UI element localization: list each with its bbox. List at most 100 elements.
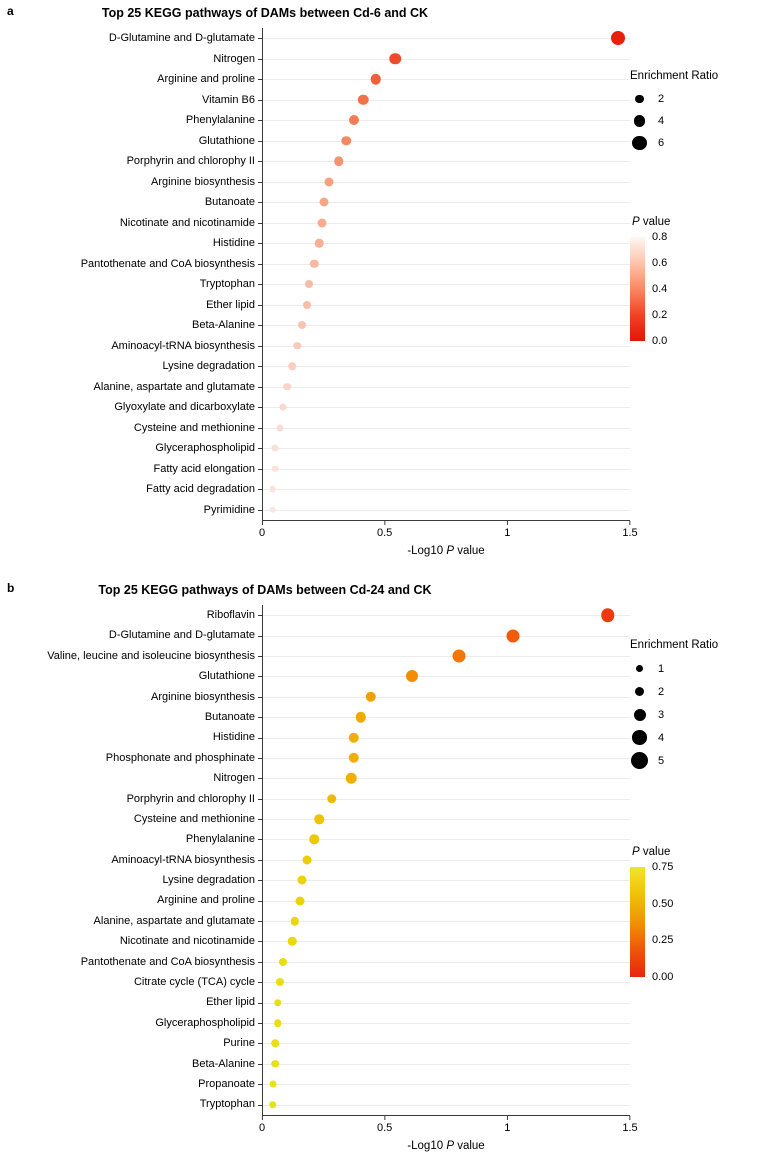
data-point: [271, 444, 279, 452]
size-dot-box: [630, 730, 649, 745]
plot-row: [257, 850, 630, 870]
size-legend-item: 6: [630, 132, 757, 154]
x-tick-mark: [629, 1115, 631, 1120]
size-legend-title: Enrichment Ratio: [630, 70, 719, 82]
plot-row: [257, 870, 630, 890]
data-point: [302, 855, 312, 865]
x-tick-mark: [261, 521, 263, 525]
size-legend-item: 4: [630, 726, 757, 749]
size-legend-item: 4: [630, 110, 757, 132]
panel-label-a: a: [7, 4, 14, 18]
size-legend-dot: [634, 686, 645, 697]
size-legend-label: 1: [658, 662, 665, 675]
color-legend: P value 0.75 0.50 0.25 0.00: [630, 846, 757, 983]
size-dot-box: [630, 752, 649, 769]
size-legend: Enrichment Ratio 2 4 6: [630, 70, 757, 154]
data-point: [348, 732, 359, 743]
x-tick-label: 1: [504, 1121, 511, 1134]
color-legend-tick: 0.6: [652, 257, 668, 269]
plot-row: [257, 377, 630, 398]
size-legend-item: 5: [630, 749, 757, 772]
data-point: [305, 280, 314, 289]
plot-row: [257, 274, 630, 295]
x-axis: 0 0.5 1 1.5: [259, 521, 638, 543]
plot-row: [257, 192, 630, 213]
plot-row: [257, 727, 630, 747]
y-axis-label: Beta-Alanine: [192, 1057, 255, 1070]
plot-row: [257, 500, 630, 521]
data-point: [271, 465, 279, 472]
size-legend-label: 2: [658, 93, 665, 105]
data-point: [317, 218, 327, 228]
plot-row: [257, 666, 630, 686]
plot-row: [257, 336, 630, 357]
plot-row: [257, 110, 630, 131]
plot-row: [257, 687, 630, 707]
y-axis-label: Citrate cycle (TCA) cycle: [133, 976, 255, 989]
color-legend-title: P value: [632, 216, 671, 228]
y-axis-label: Aminoacyl-tRNA biosynthesis: [111, 339, 255, 352]
y-axis-label: Arginine biosynthesis: [151, 690, 255, 703]
size-legend-item: 3: [630, 703, 757, 726]
plot-row: [257, 829, 630, 849]
y-axis-label: Fatty acid degradation: [146, 483, 255, 495]
data-point: [348, 752, 359, 764]
y-axis-label: Glyceraphospholipid: [155, 1016, 255, 1029]
plot-row: [257, 1074, 630, 1094]
y-axis-label: Riboflavin: [206, 609, 255, 621]
y-axis-label: Aminoacyl-tRNA biosynthesis: [111, 853, 255, 866]
color-legend-tick: 0.0: [652, 335, 668, 347]
color-legend-tick: 0.4: [652, 283, 668, 295]
data-point: [295, 896, 305, 906]
plot-row: [257, 890, 630, 910]
y-axis-label: Pantothenate and CoA biosynthesis: [80, 955, 255, 968]
size-legend: Enrichment Ratio 1 2 3 4 5: [630, 639, 757, 772]
data-point: [290, 916, 300, 926]
data-point: [310, 259, 319, 268]
plot-row: [257, 931, 630, 951]
y-axis-label: Alanine, aspartate and glutamate: [93, 380, 255, 393]
size-dot-box: [630, 686, 649, 697]
color-legend-ticks: 0.8 0.6 0.4 0.2 0.0: [652, 231, 686, 347]
x-tick-label: 0: [258, 1121, 266, 1134]
plot-row: [257, 49, 630, 70]
data-point: [314, 814, 325, 824]
size-legend-title: Enrichment Ratio: [630, 639, 719, 651]
x-tick-mark: [506, 521, 508, 525]
plot-row: [257, 972, 630, 992]
color-legend-tick: 0.8: [652, 231, 668, 243]
data-point: [309, 834, 320, 845]
data-point: [355, 711, 367, 723]
panel-a: a Top 25 KEGG pathways of DAMs between C…: [0, 0, 757, 577]
data-point: [334, 156, 344, 166]
data-point: [370, 74, 381, 85]
plot-row: [257, 172, 630, 193]
data-point: [324, 177, 334, 187]
size-legend-dot: [635, 94, 644, 104]
size-legend-dot: [633, 708, 646, 721]
x-tick-label: 0.5: [377, 1121, 393, 1134]
color-legend-tick: 0.2: [652, 309, 668, 321]
plot-row: [257, 1094, 630, 1114]
size-legend-label: 2: [658, 685, 665, 698]
plot-row: [257, 789, 630, 809]
size-legend-item: 2: [630, 88, 757, 110]
y-axis-label: Phenylalanine: [185, 833, 255, 846]
data-point: [365, 691, 376, 702]
size-legend-dot: [632, 135, 647, 151]
panel-b: b Top 25 KEGG pathways of DAMs between C…: [0, 577, 757, 1155]
data-point: [273, 998, 282, 1007]
size-legend-item: 2: [630, 680, 757, 703]
color-legend-tick: 0.50: [652, 897, 674, 910]
y-axis-label: Porphyrin and chlorophy II: [126, 155, 255, 167]
data-point: [269, 1080, 277, 1088]
size-dot-box: [630, 665, 649, 672]
y-axis-label: Glutathione: [198, 134, 255, 147]
x-tick: 1.5: [622, 1115, 638, 1134]
y-axis-label: Nitrogen: [213, 52, 255, 65]
data-point: [269, 486, 277, 493]
x-tick: 1.5: [622, 521, 638, 539]
color-legend-tick: 0.00: [652, 971, 674, 983]
y-axis-label: Glutathione: [198, 670, 255, 683]
y-axis-label: Lysine degradation: [162, 874, 255, 887]
